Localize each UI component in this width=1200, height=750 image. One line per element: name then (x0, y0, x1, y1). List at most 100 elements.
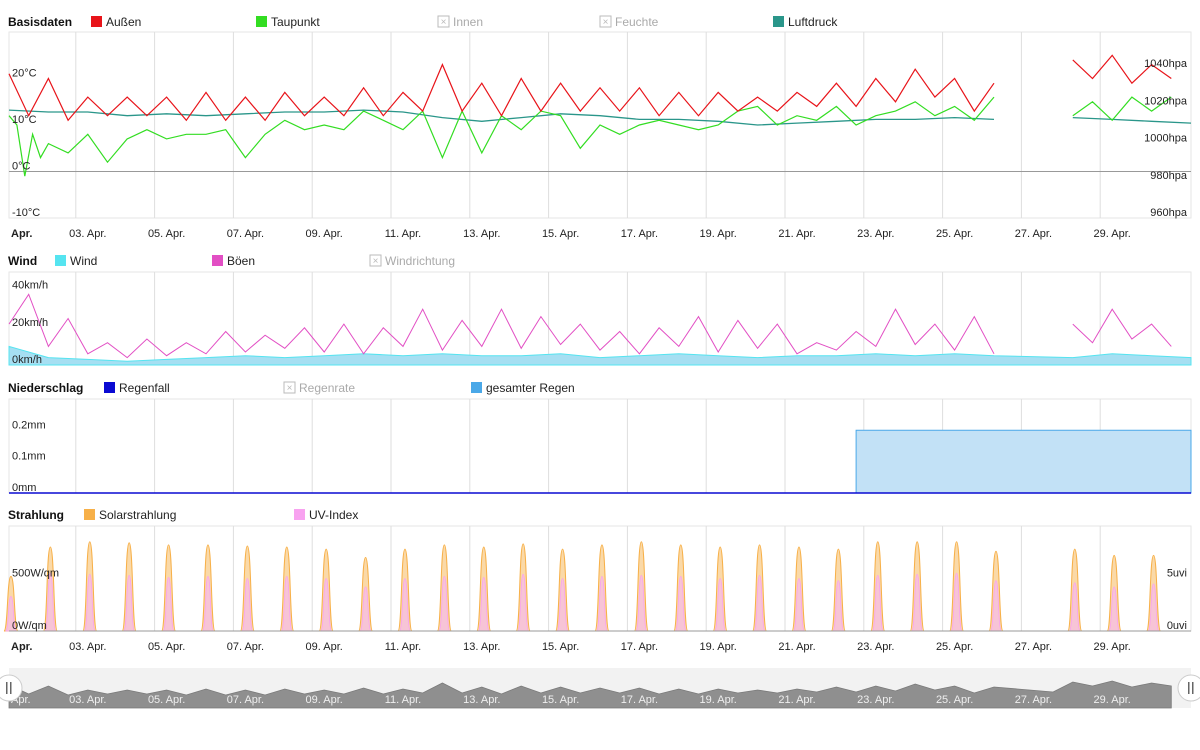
x-axis-tick-label: 03. Apr. (69, 228, 106, 240)
uv-peak-area (1108, 586, 1121, 632)
legend-label-taupunkt: Taupunkt (271, 15, 320, 29)
x-axis-tick-label: 27. Apr. (1015, 228, 1052, 240)
legend-label-innen: Innen (453, 15, 483, 29)
uv-peak-area (320, 578, 333, 632)
uv-peak-area (753, 574, 766, 632)
y-axis-tick-label: 0.2mm (12, 419, 46, 431)
niederschlag-title: Niederschlag (8, 381, 83, 395)
x-axis-tick-label: 09. Apr. (306, 228, 343, 240)
navigator-handle-left[interactable] (0, 674, 23, 702)
y-axis-tick-label: -10°C (12, 207, 40, 219)
legend-item-aussen[interactable]: Außen (91, 15, 141, 29)
navigator-tick-label: 13. Apr. (463, 694, 500, 706)
legend-swatch-regenrate (283, 381, 296, 394)
legend-item-regenrate[interactable]: × Regenrate (283, 381, 355, 395)
x-axis-tick-label: 27. Apr. (1015, 641, 1052, 653)
series-taupunkt-line (8, 96, 1172, 177)
legend-label-aussen: Außen (106, 15, 141, 29)
plot-border (8, 271, 1192, 366)
x-axis-tick-label: 21. Apr. (778, 641, 815, 653)
navigator-tick-label: 05. Apr. (148, 694, 185, 706)
legend-item-uv-index[interactable]: UV-Index (294, 508, 358, 522)
legend-label-regenfall: Regenfall (119, 381, 170, 395)
legend-swatch-wind (55, 255, 66, 266)
x-axis-tick-label: 23. Apr. (857, 228, 894, 240)
legend-swatch-solarstrahlung (84, 509, 95, 520)
navigator[interactable]: Apr. 03. Apr. 05. Apr. 07. Apr. 09. Apr. 11. … (0, 668, 1200, 709)
niederschlag-plot: 0.2mm 0.1mm 0mm (8, 398, 1192, 494)
legend-item-windrichtung[interactable]: × Windrichtung (369, 254, 455, 268)
legend-item-taupunkt[interactable]: Taupunkt (256, 15, 320, 29)
navigator-series (8, 680, 1172, 709)
uv-peak-area (517, 573, 530, 632)
basisdaten-title: Basisdaten (8, 15, 72, 29)
y-axis-tick-label: 0W/qm (12, 620, 47, 632)
navigator-tick-label: 03. Apr. (69, 694, 106, 706)
legend-swatch-innen (437, 15, 450, 28)
navigator-tick-label: 11. Apr. (385, 694, 422, 706)
uv-peak-area (83, 573, 96, 632)
navigator-tick-label: 23. Apr. (857, 694, 894, 706)
uv-peak-area (5, 595, 17, 632)
legend-item-boeen[interactable]: Böen (212, 254, 255, 268)
uv-peak-area (990, 580, 1002, 632)
x-axis-tick-label: 13. Apr. (463, 228, 500, 240)
legend-label-regenrate: Regenrate (299, 381, 355, 395)
y-axis-tick-label: 10°C (12, 114, 37, 126)
y-axis-tick-label: 40km/h (12, 280, 48, 292)
legend-item-luftdruck[interactable]: Luftdruck (773, 15, 838, 29)
legend-item-innen[interactable]: × Innen (437, 15, 483, 29)
x-axis-tick-label: 05. Apr. (148, 641, 185, 653)
x-axis-tick-label: 29. Apr. (1094, 641, 1131, 653)
legend-swatch-gesamter-regen (471, 382, 482, 393)
x-axis-tick-label: 07. Apr. (227, 641, 264, 653)
y-axis-right-tick-label: 960hpa (1150, 207, 1188, 219)
y-axis-tick-label: 20°C (12, 68, 37, 80)
wind-header: Wind Wind Böen × Windrichtung (8, 254, 455, 268)
legend-label-luftdruck: Luftdruck (788, 15, 838, 29)
uv-peak-area (44, 572, 57, 632)
y-axis-right-tick-label: 1000hpa (1144, 133, 1188, 145)
uv-peak-area (162, 577, 175, 632)
legend-item-wind[interactable]: Wind (55, 254, 97, 268)
uv-peak-area (950, 572, 963, 632)
x-axis-tick-label: 07. Apr. (227, 228, 264, 240)
x-axis-tick-label: 29. Apr. (1094, 228, 1131, 240)
legend-item-feuchte[interactable]: × Feuchte (599, 15, 659, 29)
uv-peak-area (596, 575, 608, 632)
legend-label-boeen: Böen (227, 254, 255, 268)
legend-item-regenfall[interactable]: Regenfall (104, 381, 170, 395)
x-axis-tick-label: 25. Apr. (936, 228, 973, 240)
navigator-tick-label: 29. Apr. (1094, 694, 1131, 706)
x-axis-tick-label: 17. Apr. (621, 228, 658, 240)
legend-item-solarstrahlung[interactable]: Solarstrahlung (84, 508, 176, 522)
x-axis-tick-label: 11. Apr. (385, 228, 422, 240)
basisdaten-plot: 20°C 10°C 0°C -10°C 1040hpa 1020hpa 1000hpa 980… (8, 31, 1192, 219)
y-axis-right-tick-label: 980hpa (1150, 170, 1188, 182)
x-axis-tick-label: 13. Apr. (463, 641, 500, 653)
uv-peak-area (714, 578, 727, 632)
navigator-handle-right[interactable] (1177, 674, 1200, 702)
y-axis-tick-label: 0.1mm (12, 451, 46, 463)
navigator-tick-label: 25. Apr. (936, 694, 973, 706)
y-axis-right-tick-label: 1040hpa (1144, 58, 1188, 70)
x-axis-tick-label: 19. Apr. (700, 228, 737, 240)
wind-title: Wind (8, 254, 37, 268)
strahlung-plot: 500W/qm 0W/qm 5uvi 0uvi (3, 525, 1192, 632)
uv-peak-area (556, 578, 569, 632)
x-axis-tick-label: 03. Apr. (69, 641, 106, 653)
uv-peak-area (241, 578, 254, 632)
navigator-tick-label: 15. Apr. (542, 694, 579, 706)
navigator-tick-label: 07. Apr. (227, 694, 264, 706)
uv-peak-area (477, 577, 490, 632)
y-axis-right-tick-label: 5uvi (1167, 568, 1187, 580)
series-luftdruck-line (8, 109, 1192, 126)
series-wind-area (8, 345, 1192, 366)
x-axis-tick-label: 15. Apr. (542, 228, 579, 240)
legend-swatch-luftdruck (773, 16, 784, 27)
x-axis-strahlung: Apr. 03. Apr. 05. Apr. 07. Apr. 09. Apr. 11. … (11, 641, 1131, 653)
legend-item-gesamter-regen[interactable]: gesamter Regen (471, 381, 575, 395)
legend-label-solarstrahlung: Solarstrahlung (99, 508, 176, 522)
strahlung-header: Strahlung Solarstrahlung UV-Index (8, 508, 358, 522)
